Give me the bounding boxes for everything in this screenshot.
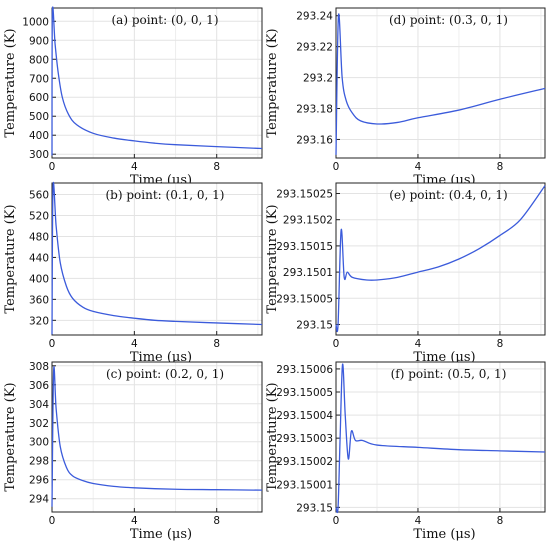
y-tick-label: 293.24	[296, 11, 333, 23]
y-axis-label: Temperature (K)	[265, 204, 280, 313]
y-tick-label: 293.15	[296, 320, 333, 332]
x-tick-label: 4	[415, 338, 422, 350]
plot-area	[336, 8, 545, 158]
x-tick-label: 4	[415, 515, 422, 527]
y-tick-label: 293.1502	[283, 215, 333, 227]
x-axis-label: Time (μs)	[130, 527, 192, 542]
panel-title: (c) point: (0.2, 0, 1)	[106, 367, 224, 381]
plot-area	[52, 183, 262, 335]
y-tick-label: 520	[29, 210, 49, 222]
panel-title: (d) point: (0.3, 0, 1)	[389, 13, 508, 27]
y-axis-label: Temperature (K)	[265, 28, 280, 137]
y-tick-label: 293.15	[296, 502, 333, 514]
panel-title: (e) point: (0.4, 0, 1)	[389, 188, 507, 202]
x-tick-label: 4	[131, 161, 138, 173]
chart-panel-f: 0 4 8 293.15 293.15001 293.15002 293.15003 293.…	[265, 361, 546, 542]
series-line	[51, 182, 263, 335]
y-axis-label: Temperature (K)	[3, 28, 18, 137]
x-axis-label: Time (μs)	[130, 350, 192, 365]
y-tick-label: 308	[29, 361, 49, 373]
x-tick-label: 0	[333, 515, 340, 527]
y-tick-label: 293.15002	[276, 456, 333, 468]
y-tick-label: 293.16	[296, 134, 333, 146]
x-tick-label: 8	[213, 161, 220, 173]
y-tick-label: 300	[29, 437, 49, 449]
x-tick-label: 8	[497, 161, 504, 173]
y-tick-label: 293.15025	[276, 188, 333, 200]
y-tick-label: 293.15005	[276, 293, 333, 305]
x-tick-label: 8	[497, 515, 504, 527]
x-axis-label: Time (μs)	[413, 350, 475, 365]
y-tick-label: 306	[29, 380, 49, 392]
y-tick-label: 440	[29, 252, 49, 264]
y-tick-label: 293.2	[303, 73, 333, 85]
y-tick-label: 293.15006	[276, 364, 333, 376]
y-tick-label: 560	[29, 190, 49, 202]
plot-area	[52, 362, 262, 512]
plot-frame	[335, 182, 546, 336]
x-tick-label: 8	[497, 338, 504, 350]
chart-panel-a: 0 4 8 300 400 500 600 700 800 900 1000 (a) point: (…	[3, 6, 263, 188]
plot-area	[52, 8, 262, 158]
x-tick-label: 0	[49, 515, 56, 527]
panel-title: (a) point: (0, 0, 1)	[111, 13, 218, 27]
y-tick-label: 300	[29, 149, 49, 161]
chart-panel-c: 0 4 8 294 296 298 300 302 304 306 308 (c) point: (0…	[3, 361, 263, 542]
x-tick-label: 8	[213, 515, 220, 527]
y-axis-label: Temperature (K)	[265, 382, 280, 491]
chart-panel-d: 0 4 8 293.16 293.18 293.2 293.22 293.24 (d) poin…	[265, 7, 546, 188]
y-tick-label: 294	[29, 494, 49, 506]
y-tick-label: 293.15015	[276, 241, 333, 253]
y-tick-label: 480	[29, 231, 49, 243]
y-tick-label: 293.1501	[283, 267, 333, 279]
chart-panel-b: 0 4 8 320 360 400 440 480 520 560 (b) point: (0.1,…	[3, 182, 263, 365]
x-tick-label: 0	[49, 338, 56, 350]
y-tick-label: 293.15001	[276, 479, 333, 491]
y-tick-label: 302	[29, 418, 49, 430]
y-tick-label: 296	[29, 475, 49, 487]
y-tick-label: 293.15004	[276, 410, 333, 422]
plot-frame	[51, 361, 263, 513]
x-tick-label: 4	[131, 338, 138, 350]
series-line	[335, 363, 546, 514]
x-axis-label: Time (μs)	[413, 527, 475, 542]
plot-frame	[335, 7, 546, 159]
x-tick-label: 0	[49, 161, 56, 173]
x-tick-label: 0	[333, 338, 340, 350]
panel-title: (f) point: (0.5, 0, 1)	[391, 367, 507, 381]
panel-title: (b) point: (0.1, 0, 1)	[106, 188, 225, 202]
y-tick-label: 293.15005	[276, 387, 333, 399]
x-tick-label: 0	[333, 161, 340, 173]
y-axis-label: Temperature (K)	[3, 204, 18, 313]
y-tick-label: 1000	[22, 16, 49, 28]
plot-area	[336, 183, 545, 335]
y-axis-label: Temperature (K)	[3, 382, 18, 491]
y-tick-label: 320	[29, 315, 49, 327]
series-line	[51, 6, 263, 156]
x-tick-label: 4	[131, 515, 138, 527]
y-tick-label: 500	[29, 111, 49, 123]
y-tick-label: 400	[29, 130, 49, 142]
y-tick-label: 293.18	[296, 104, 333, 116]
y-tick-label: 293.15003	[276, 433, 333, 445]
y-tick-label: 600	[29, 92, 49, 104]
x-tick-label: 4	[415, 161, 422, 173]
y-tick-label: 400	[29, 273, 49, 285]
plot-area	[336, 362, 545, 512]
series-line	[335, 13, 546, 155]
y-tick-label: 293.22	[296, 42, 333, 54]
y-tick-label: 700	[29, 73, 49, 85]
y-tick-label: 360	[29, 294, 49, 306]
x-tick-label: 8	[213, 338, 220, 350]
y-tick-label: 900	[29, 35, 49, 47]
y-tick-label: 298	[29, 456, 49, 468]
y-tick-label: 800	[29, 54, 49, 66]
series-line	[335, 185, 546, 333]
series-line	[51, 366, 263, 507]
y-tick-label: 304	[29, 399, 49, 411]
plot-frame	[335, 361, 546, 513]
chart-panel-e: 0 4 8 293.15 293.15005 293.1501 293.15015 293.1…	[265, 182, 546, 365]
